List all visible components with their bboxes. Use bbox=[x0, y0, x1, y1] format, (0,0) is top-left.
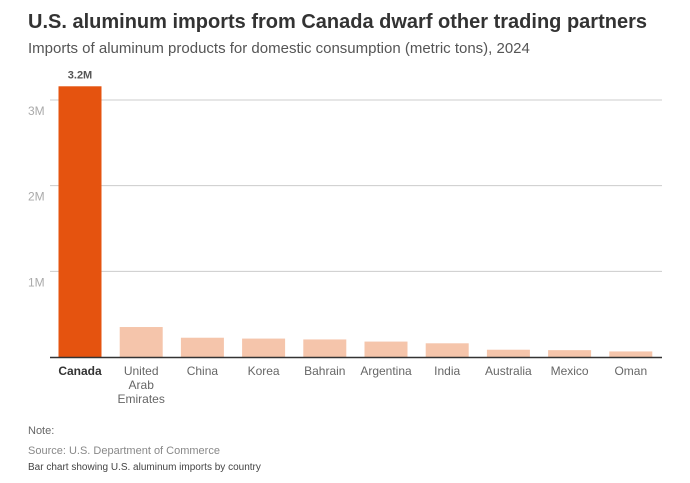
x-tick-label: Australia bbox=[485, 364, 532, 378]
x-tick-label: India bbox=[434, 364, 460, 378]
bar bbox=[242, 338, 286, 357]
footer-description: Bar chart showing U.S. aluminum imports … bbox=[28, 462, 261, 473]
bar bbox=[486, 349, 530, 357]
bar bbox=[58, 86, 102, 357]
x-tick-label: Argentina bbox=[360, 364, 412, 378]
x-tick-label: United Arab Emirates bbox=[118, 364, 165, 406]
bar bbox=[548, 350, 592, 357]
x-tick-label: Canada bbox=[58, 364, 102, 378]
bar bbox=[364, 341, 408, 357]
footer-note: Note: bbox=[28, 425, 55, 437]
y-tick-label: 2M bbox=[28, 190, 45, 204]
chart-title: U.S. aluminum imports from Canada dwarf … bbox=[28, 11, 647, 33]
footer-source: Source: U.S. Department of Commerce bbox=[28, 445, 220, 457]
x-tick-label: Bahrain bbox=[304, 364, 345, 378]
bar bbox=[303, 339, 347, 357]
y-tick-label: 1M bbox=[28, 275, 45, 289]
x-tick-label: Korea bbox=[248, 364, 280, 378]
bar bbox=[119, 327, 163, 357]
x-tick-label: Oman bbox=[614, 364, 647, 378]
bar bbox=[180, 337, 224, 357]
bar-chart: 1M 2M 3M Canada United Arab Emirates China Korea… bbox=[28, 69, 662, 406]
x-tick-label: China bbox=[187, 364, 219, 378]
bar bbox=[609, 351, 653, 357]
x-tick-label: Mexico bbox=[551, 364, 589, 378]
bar bbox=[425, 343, 469, 357]
data-label: 3.2M bbox=[68, 69, 92, 81]
y-tick-label: 3M bbox=[28, 104, 45, 118]
chart-subtitle: Imports of aluminum products for domesti… bbox=[28, 40, 530, 57]
